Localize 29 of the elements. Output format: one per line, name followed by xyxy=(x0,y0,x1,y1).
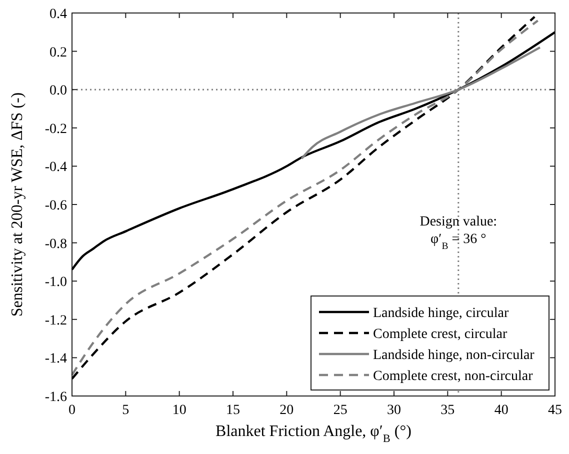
y-tick-label: 0.2 xyxy=(50,45,67,60)
x-tick-label: 10 xyxy=(172,403,186,418)
x-tick-label: 15 xyxy=(226,403,240,418)
x-tick-label: 0 xyxy=(68,403,76,418)
legend-label: Complete crest, circular xyxy=(373,327,508,342)
y-tick-label: -0.2 xyxy=(44,122,67,137)
x-tick-label: 45 xyxy=(548,403,562,418)
y-tick-label: -0.4 xyxy=(44,160,67,176)
y-tick-label: -0.8 xyxy=(44,236,67,252)
y-axis-title: Sensitivity at 200-yr WSE, ΔFS (-) xyxy=(9,92,26,317)
y-tick-label: 0.0 xyxy=(50,84,67,99)
y-tick-label: -0.6 xyxy=(44,198,67,214)
x-tick-label: 20 xyxy=(280,403,294,418)
x-tick-label: 5 xyxy=(122,403,130,418)
annotation: φ′$_{B}$ = 36 ° xyxy=(430,232,486,252)
y-tick-label: -1.4 xyxy=(44,352,67,367)
x-axis-title: Blanket Friction Angle, φ′$_{B}$ (°) xyxy=(216,423,412,445)
x-tick-label: 25 xyxy=(333,403,348,418)
x-tick-label: 35 xyxy=(440,403,455,418)
annotation: Design value: xyxy=(420,214,498,230)
y-tick-label: -1.2 xyxy=(44,313,67,328)
x-tick-label: 30 xyxy=(387,403,401,418)
legend-label: Landside hinge, non-circular xyxy=(373,348,535,363)
legend-label: Landside hinge, circular xyxy=(373,306,510,321)
legend-label: Complete crest, non-circular xyxy=(373,369,534,384)
y-tick-label: -1.6 xyxy=(44,390,67,405)
y-tick-label: 0.4 xyxy=(50,7,67,22)
x-tick-label: 40 xyxy=(494,403,508,418)
y-tick-label: -1.0 xyxy=(44,275,67,290)
